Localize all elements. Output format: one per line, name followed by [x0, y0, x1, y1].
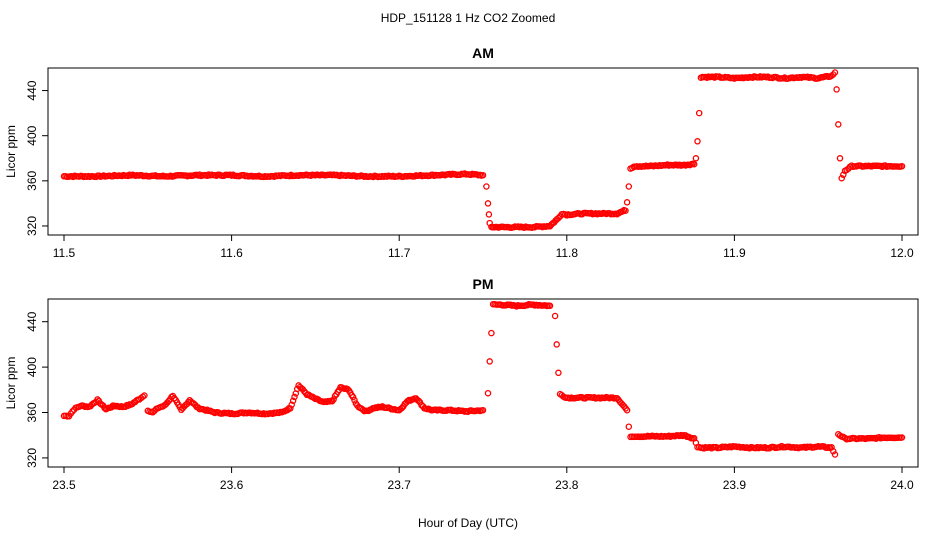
- x-axis-label: Hour of Day (UTC): [418, 516, 518, 530]
- data-point-am-369: [622, 207, 629, 214]
- panel-title-am: AM: [472, 45, 494, 61]
- panel-pm: PM Licor ppm 23.5 23.6 23.7 23.8 23.9 24.0 320 36…: [4, 276, 919, 492]
- data-points-pm: [60, 300, 906, 458]
- data-point-am-276: [483, 183, 490, 190]
- y-tick-label-am-3: 440: [25, 80, 39, 100]
- data-point-am-416: [694, 138, 701, 145]
- data-point-pm-375: [625, 423, 633, 430]
- data-point-pm-152: [288, 401, 295, 409]
- x-tick-label-am-2: 11.7: [388, 246, 411, 260]
- data-point-am-509: [836, 155, 844, 162]
- data-points-am: [60, 69, 906, 231]
- data-point-pm-329: [555, 369, 562, 377]
- data-point-am-507: [833, 86, 840, 93]
- data-point-am-506: [831, 69, 839, 76]
- y-tick-label-am-1: 360: [25, 171, 39, 191]
- y-tick-label-pm-1: 360: [25, 402, 39, 422]
- data-point-pm-197: [351, 396, 358, 404]
- data-point-am-325: [555, 214, 562, 222]
- panel-am: AM Licor ppm 11.5 11.6 11.7 11.8 11.9 12.0 320 36…: [4, 45, 919, 260]
- data-point-pm-288: [488, 329, 495, 337]
- data-point-pm-59: [149, 409, 157, 416]
- data-point-pm-151: [287, 405, 294, 412]
- data-point-am-414: [690, 160, 698, 168]
- x-tick-label-pm-5: 24.0: [890, 478, 914, 492]
- x-tick-label-pm-1: 23.6: [220, 478, 244, 492]
- x-tick-label-am-5: 12.0: [890, 246, 914, 260]
- data-point-pm-509: [830, 448, 837, 455]
- y-tick-label-pm-3: 440: [25, 311, 39, 331]
- x-tick-label-pm-3: 23.8: [555, 478, 579, 492]
- data-point-am-367: [619, 208, 626, 215]
- data-point-am-32: [109, 173, 117, 180]
- figure-title: HDP_151128 1 Hz CO2 Zoomed: [381, 11, 556, 25]
- x-tick-label-pm-0: 23.5: [52, 478, 76, 492]
- data-point-am-346: [587, 209, 595, 217]
- y-tick-label-pm-2: 400: [25, 357, 39, 377]
- data-point-am-508: [835, 121, 842, 128]
- data-point-pm-154: [291, 393, 298, 401]
- panel-title-pm: PM: [473, 276, 494, 292]
- plot-frame-am: [47, 67, 919, 236]
- data-point-pm-285: [479, 406, 487, 414]
- data-point-pm-374: [623, 406, 631, 414]
- plot-frame-pm: [47, 298, 919, 468]
- data-point-am-370: [623, 199, 631, 206]
- data-point-am-278: [485, 211, 493, 218]
- data-point-am-417: [695, 109, 703, 117]
- data-point-am-415: [692, 155, 700, 162]
- x-tick-label-pm-2: 23.7: [388, 478, 412, 492]
- data-point-am-371: [625, 183, 633, 190]
- data-point-pm-328: [553, 341, 560, 348]
- data-point-pm-5: [69, 408, 76, 415]
- data-point-pm-153: [289, 397, 297, 405]
- y-axis-label-pm: Licor ppm: [4, 357, 18, 410]
- data-point-am-510: [838, 174, 845, 182]
- data-point-pm-510: [831, 451, 839, 458]
- y-axis-label-am: Licor ppm: [4, 125, 18, 178]
- y-tick-label-pm-0: 320: [25, 448, 39, 468]
- data-point-am-275: [479, 171, 487, 179]
- panels: AM Licor ppm 11.5 11.6 11.7 11.8 11.9 12.0 320 36…: [4, 45, 919, 492]
- x-tick-label-am-1: 11.6: [220, 246, 243, 260]
- data-point-pm-552: [898, 434, 906, 441]
- data-point-pm-182: [330, 396, 337, 403]
- data-point-am-549: [898, 162, 906, 170]
- data-point-pm-326: [546, 302, 554, 310]
- x-tick-label-am-0: 11.5: [53, 246, 76, 260]
- data-point-am-277: [484, 200, 492, 207]
- data-point-pm-196: [349, 393, 357, 401]
- x-tick-label-am-4: 11.9: [723, 246, 746, 260]
- data-point-pm-327: [551, 312, 559, 320]
- x-tick-label-am-3: 11.8: [556, 246, 579, 260]
- data-point-pm-287: [486, 358, 493, 365]
- data-point-pm-286: [484, 389, 492, 397]
- y-tick-label-am-2: 400: [25, 125, 39, 145]
- y-tick-label-am-0: 320: [25, 216, 39, 236]
- x-tick-label-pm-4: 23.9: [723, 478, 747, 492]
- data-point-pm-55: [141, 392, 148, 399]
